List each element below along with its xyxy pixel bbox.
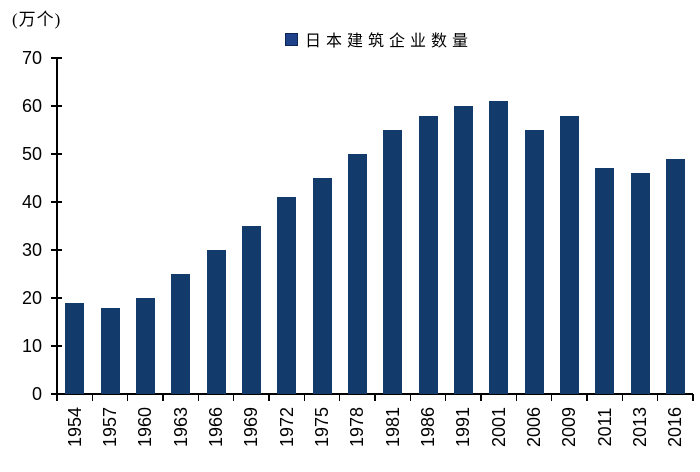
bar (595, 168, 615, 394)
x-tick (232, 394, 235, 401)
x-tick (56, 394, 58, 401)
x-axis-label: 1991 (453, 406, 474, 448)
bar (100, 307, 120, 394)
bar (135, 298, 155, 394)
x-axis-label: 1972 (276, 406, 297, 448)
y-tick (51, 153, 62, 155)
x-tick (621, 394, 624, 401)
x-axis-label: 1981 (382, 406, 403, 448)
x-tick (268, 394, 270, 401)
x-axis-label: 2011 (594, 407, 615, 447)
legend-swatch-icon (285, 32, 298, 46)
bar (559, 115, 579, 394)
bar (171, 274, 191, 394)
y-tick (51, 105, 62, 107)
x-tick (586, 394, 588, 401)
bar (665, 158, 685, 394)
bar (277, 197, 297, 394)
y-tick (51, 249, 62, 251)
x-axis-label: 1954 (64, 406, 85, 448)
x-axis-label: 2006 (524, 406, 544, 448)
x-tick (374, 394, 376, 401)
x-tick (338, 394, 341, 401)
x-tick (409, 394, 412, 401)
y-axis-label: 10 (21, 336, 42, 356)
y-tick (51, 57, 62, 59)
legend-label: 日本建筑企业数量 (305, 33, 474, 50)
x-axis-label: 1975 (312, 406, 332, 448)
x-axis-label: 1963 (170, 406, 191, 448)
x-tick (303, 394, 306, 401)
bar (312, 178, 332, 394)
y-axis-line (56, 58, 58, 394)
y-tick (51, 201, 62, 203)
x-axis-label: 1969 (241, 406, 262, 448)
x-tick (444, 394, 447, 401)
bar (347, 154, 367, 394)
x-tick (91, 394, 94, 401)
y-axis-label: 30 (21, 240, 42, 260)
x-axis-label: 2016 (665, 406, 686, 448)
bar (241, 226, 261, 394)
bar (453, 106, 473, 394)
bar (418, 115, 438, 394)
y-axis-label: 70 (21, 48, 42, 68)
x-tick (692, 394, 694, 401)
bar (489, 101, 509, 394)
y-tick (51, 345, 62, 347)
bar (630, 173, 650, 394)
x-axis-label: 1957 (100, 406, 120, 448)
x-axis-label: 2001 (488, 406, 509, 448)
x-axis-label: 1966 (206, 406, 226, 448)
y-axis-unit-label: (万个) (12, 10, 62, 29)
y-tick (51, 297, 62, 299)
legend: 日本建筑企业数量 (285, 29, 474, 50)
bar (65, 302, 85, 394)
x-tick (656, 394, 659, 401)
bar (524, 130, 544, 394)
bar (206, 250, 226, 394)
x-tick (480, 394, 482, 401)
bar (383, 130, 403, 394)
x-tick (197, 394, 200, 401)
x-axis-label: 1960 (135, 406, 156, 448)
x-axis-label: 2013 (630, 406, 650, 448)
x-tick (550, 394, 553, 401)
y-axis-label: 60 (21, 96, 42, 116)
x-tick (162, 394, 164, 401)
x-axis-label: 1986 (418, 406, 438, 448)
y-axis-label: 0 (31, 384, 42, 404)
y-axis-label: 40 (21, 192, 42, 212)
x-axis-label: 2009 (559, 406, 580, 448)
x-tick (126, 394, 129, 401)
x-tick (515, 394, 518, 401)
y-axis-label: 50 (21, 144, 42, 164)
y-axis-label: 20 (21, 288, 42, 308)
x-axis-label: 1978 (347, 406, 368, 448)
